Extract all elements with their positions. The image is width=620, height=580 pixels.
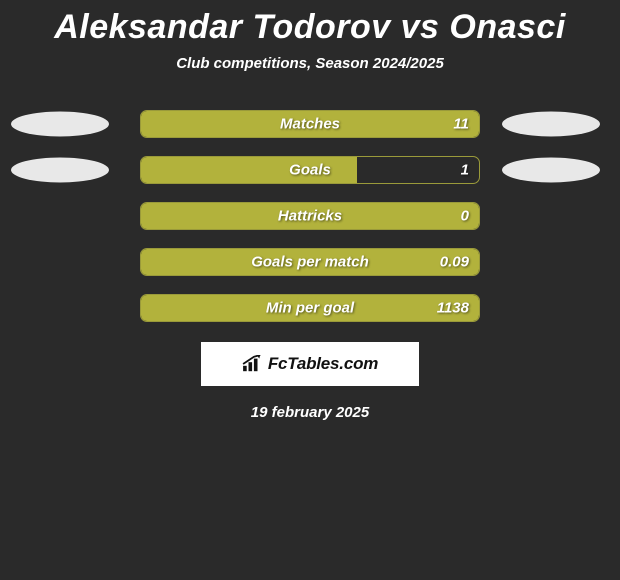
date-text: 19 february 2025	[0, 404, 620, 421]
page-title: Aleksandar Todorov vs Onasci	[0, 0, 620, 47]
player-ellipse-right	[502, 112, 600, 137]
brand-text: FcTables.com	[268, 354, 378, 374]
page-subtitle: Club competitions, Season 2024/2025	[0, 55, 620, 72]
stat-rows: Matches 11 Goals 1 Hattricks 0 Goals per match…	[0, 110, 620, 322]
stat-bar-label: Min per goal	[266, 300, 354, 317]
stat-bar-label: Goals	[289, 162, 331, 179]
stat-bar-value: 1138	[437, 300, 469, 317]
stat-bar-value: 0.09	[440, 254, 469, 271]
stat-row: Goals per match 0.09	[0, 248, 620, 276]
stat-bar-track: Min per goal 1138	[140, 294, 480, 322]
player-ellipse-left	[11, 158, 109, 183]
stat-row: Hattricks 0	[0, 202, 620, 230]
stat-bar-value: 0	[461, 208, 469, 225]
stat-bar-track: Matches 11	[140, 110, 480, 138]
stat-row: Matches 11	[0, 110, 620, 138]
player-ellipse-right	[502, 158, 600, 183]
stat-bar-value: 11	[453, 116, 469, 133]
stat-bar-track: Goals per match 0.09	[140, 248, 480, 276]
stat-bar-track: Goals 1	[140, 156, 480, 184]
stat-bar-label: Goals per match	[251, 254, 369, 271]
stat-row: Goals 1	[0, 156, 620, 184]
stat-bar-track: Hattricks 0	[140, 202, 480, 230]
stat-bar-label: Hattricks	[278, 208, 342, 225]
stat-row: Min per goal 1138	[0, 294, 620, 322]
stat-bar-value: 1	[461, 162, 469, 179]
player-ellipse-left	[11, 112, 109, 137]
stat-bar-label: Matches	[280, 116, 340, 133]
brand-box: FcTables.com	[201, 342, 419, 386]
brand-chart-icon	[242, 355, 264, 373]
